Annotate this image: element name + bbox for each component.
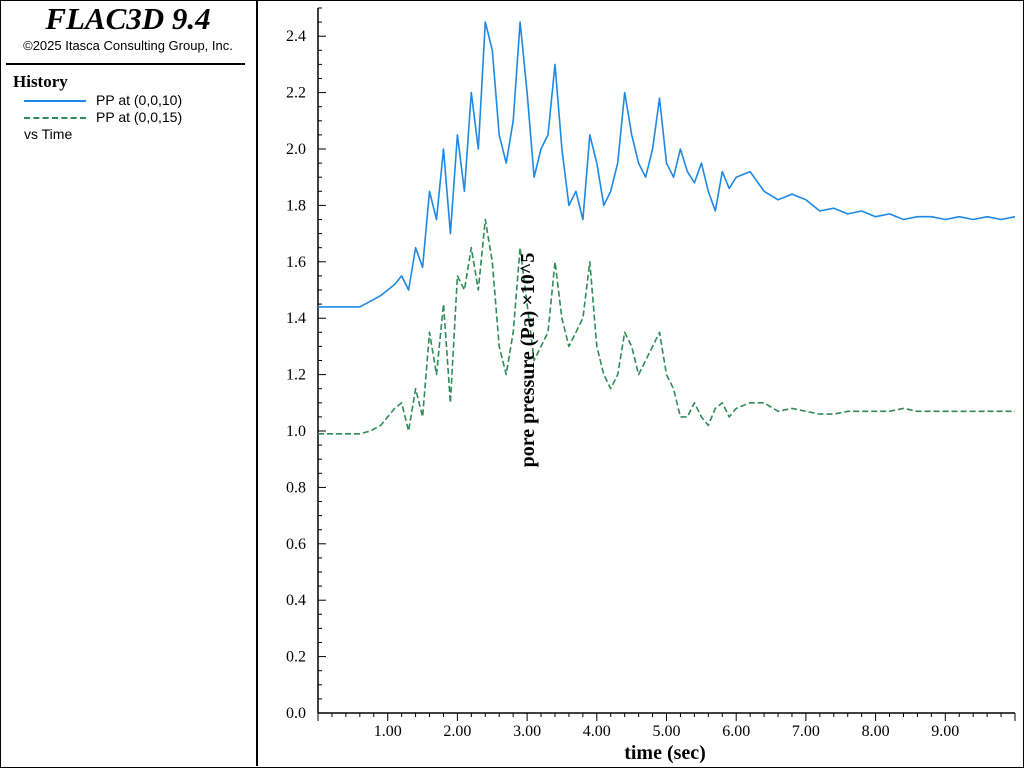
x-tick-label: 4.00 [583,723,611,740]
vs-time-label: vs Time [24,126,73,142]
y-tick-label: 2.2 [286,85,306,102]
y-tick-label: 1.4 [286,310,306,327]
x-tick-label: 6.00 [722,723,750,740]
app-title: FLAC3D 9.4 [45,1,211,36]
y-tick-label: 0.2 [286,649,306,666]
y-tick-label: 0.4 [286,592,306,609]
series-layer [318,21,1016,435]
x-tick-label: 2.00 [443,723,471,740]
series-line-pp-15 [318,218,1015,435]
y-axis-title: pore pressure (Pa) ×10^5 [517,253,539,468]
x-tick-label: 7.00 [792,723,820,740]
dashed-line-swatch-icon [24,117,86,119]
series-line-pp-10 [318,21,1016,308]
legend-label: PP at (0,0,15) [96,109,183,125]
y-tick-label: 2.0 [286,141,306,158]
history-heading: History [13,72,68,91]
x-tick-label: 9.00 [931,723,959,740]
y-tick-label: 1.8 [286,197,306,214]
y-tick-label: 2.4 [286,28,306,45]
legend-label: PP at (0,0,10) [96,92,183,108]
y-tick-label: 1.0 [286,423,306,440]
x-tick-label: 8.00 [862,723,890,740]
title-divider [6,63,245,65]
legend-panel: FLAC3D 9.4 ©2025 Itasca Consulting Group… [0,0,258,766]
y-tick-label: 0.8 [286,479,306,496]
x-tick-label: 3.00 [513,723,541,740]
y-tick-label: 1.6 [286,254,306,271]
x-tick-label: 5.00 [653,723,681,740]
copyright-notice: ©2025 Itasca Consulting Group, Inc. [23,38,233,53]
pore-pressure-chart: 0.0 0.2 0.4 0.6 0.8 1.0 1.2 1.4 1.6 1.8 2.0 2.2 2.4 1… [286,7,1016,764]
y-tick-label: 0.6 [286,536,306,553]
x-axis-title: time (sec) [624,742,706,764]
chart-axes: 0.0 0.2 0.4 0.6 0.8 1.0 1.2 1.4 1.6 1.8 2.0 2.2 2.4 1… [286,7,1016,740]
y-tick-label: 1.2 [286,367,306,384]
y-tick-label: 0.0 [286,705,306,722]
x-tick-label: 1.00 [374,723,402,740]
solid-line-swatch-icon [24,100,86,102]
